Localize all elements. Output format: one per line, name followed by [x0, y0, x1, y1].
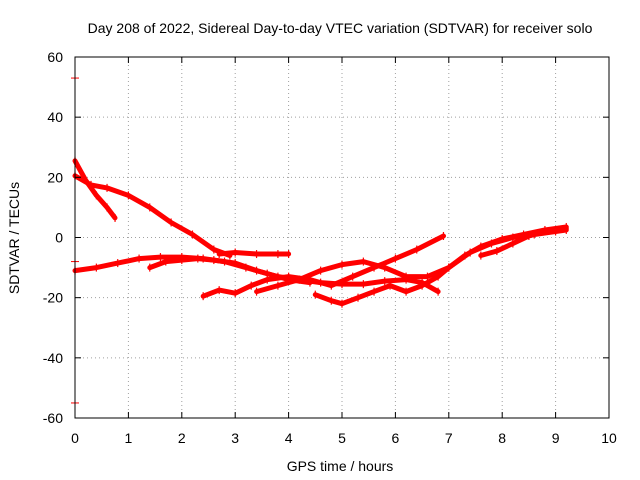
y-tick-label: 0 [55, 230, 63, 246]
series-trace-2 [72, 173, 233, 258]
x-tick-label: 6 [392, 430, 400, 446]
series-trace-8 [312, 224, 569, 307]
y-tick-label: 40 [47, 109, 63, 125]
x-tick-label: 7 [445, 430, 453, 446]
y-tick-label: -20 [43, 290, 63, 306]
y-tick-labels: -60 -40 -20 0 20 40 60 [43, 49, 63, 426]
x-tick-label: 2 [178, 430, 186, 446]
x-tick-label: 5 [338, 430, 346, 446]
y-tick-label: 60 [47, 49, 63, 65]
y-tick-label: -60 [43, 410, 63, 426]
series-trace-9 [478, 226, 569, 258]
x-tick-label: 1 [125, 430, 133, 446]
x-axis-label: GPS time / hours [287, 458, 394, 474]
y-tick-label: -40 [43, 350, 63, 366]
y-axis-label: SDTVAR / TECUs [6, 182, 22, 294]
ticks [74, 56, 610, 419]
x-tick-labels: 0 1 2 3 4 5 6 7 8 9 10 [71, 430, 617, 446]
x-tick-label: 0 [71, 430, 79, 446]
series-layer [72, 156, 569, 308]
x-tick-label: 10 [601, 430, 617, 446]
chart-title: Day 208 of 2022, Sidereal Day-to-day VTE… [88, 20, 593, 36]
x-tick-label: 3 [231, 430, 239, 446]
x-tick-label: 4 [285, 430, 293, 446]
x-tick-label: 9 [552, 430, 560, 446]
y-tick-label: 20 [47, 169, 63, 185]
x-tick-label: 8 [498, 430, 506, 446]
grid [75, 57, 609, 418]
